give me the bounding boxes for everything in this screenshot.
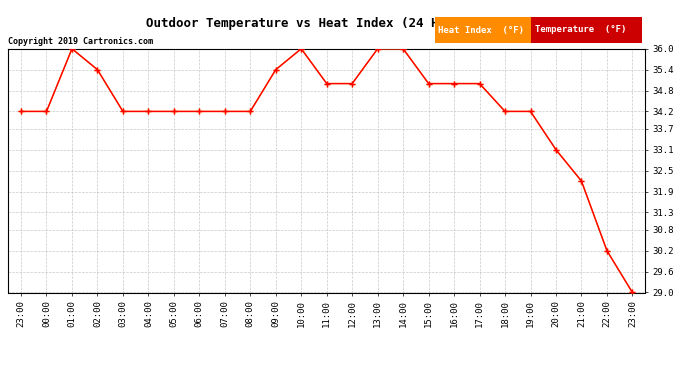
Text: Outdoor Temperature vs Heat Index (24 Hours) 20190310: Outdoor Temperature vs Heat Index (24 Ho… xyxy=(146,17,544,30)
Text: Copyright 2019 Cartronics.com: Copyright 2019 Cartronics.com xyxy=(8,38,153,46)
Text: Temperature  (°F): Temperature (°F) xyxy=(535,26,626,34)
Text: Heat Index  (°F): Heat Index (°F) xyxy=(438,26,524,34)
